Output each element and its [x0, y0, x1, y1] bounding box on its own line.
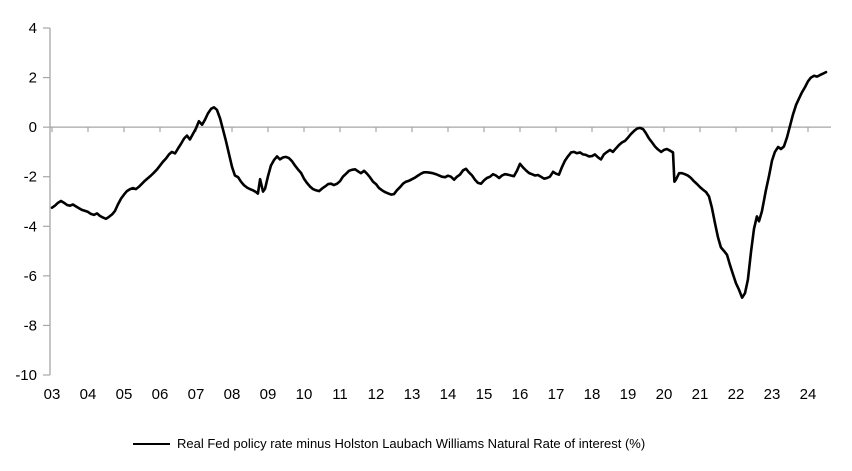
y-axis-tick-label: 0	[29, 119, 37, 136]
y-axis-tick-label: -10	[15, 367, 37, 384]
x-axis-tick-label: 13	[404, 386, 421, 403]
x-axis-tick-label: 04	[80, 386, 97, 403]
x-axis-tick-label: 14	[440, 386, 457, 403]
x-axis-tick-label: 19	[620, 386, 637, 403]
x-axis-tick-label: 03	[44, 386, 61, 403]
x-axis-tick-label: 15	[476, 386, 493, 403]
y-axis-tick-label: -4	[24, 218, 37, 235]
x-axis-tick-label: 16	[512, 386, 529, 403]
x-axis-tick-label: 20	[656, 386, 673, 403]
y-axis-tick-label: -8	[24, 317, 37, 334]
legend-label: Real Fed policy rate minus Holston Lauba…	[177, 436, 646, 451]
x-axis-tick-label: 18	[584, 386, 601, 403]
chart-legend: Real Fed policy rate minus Holston Lauba…	[133, 436, 645, 451]
y-axis-tick-label: -2	[24, 169, 37, 186]
x-axis-tick-label: 05	[116, 386, 133, 403]
legend-line-swatch	[133, 442, 170, 445]
x-axis-tick-label: 08	[224, 386, 241, 403]
y-axis-tick-label: 4	[29, 20, 37, 37]
x-axis-tick-label: 17	[548, 386, 565, 403]
x-axis-tick-label: 12	[368, 386, 385, 403]
x-axis-tick-label: 10	[296, 386, 313, 403]
x-axis-tick-label: 22	[728, 386, 745, 403]
y-axis-tick-label: 2	[29, 70, 37, 87]
x-axis-tick-label: 09	[260, 386, 277, 403]
data-series-line	[50, 70, 828, 300]
x-axis-tick-label: 23	[764, 386, 781, 403]
x-axis-tick-label: 07	[188, 386, 205, 403]
x-axis-tick-label: 11	[332, 386, 348, 403]
x-axis-tick-label: 06	[152, 386, 169, 403]
x-axis-tick-label: 21	[692, 386, 709, 403]
y-axis-tick-label: -6	[24, 268, 37, 285]
x-axis-tick-label: 24	[800, 386, 817, 403]
